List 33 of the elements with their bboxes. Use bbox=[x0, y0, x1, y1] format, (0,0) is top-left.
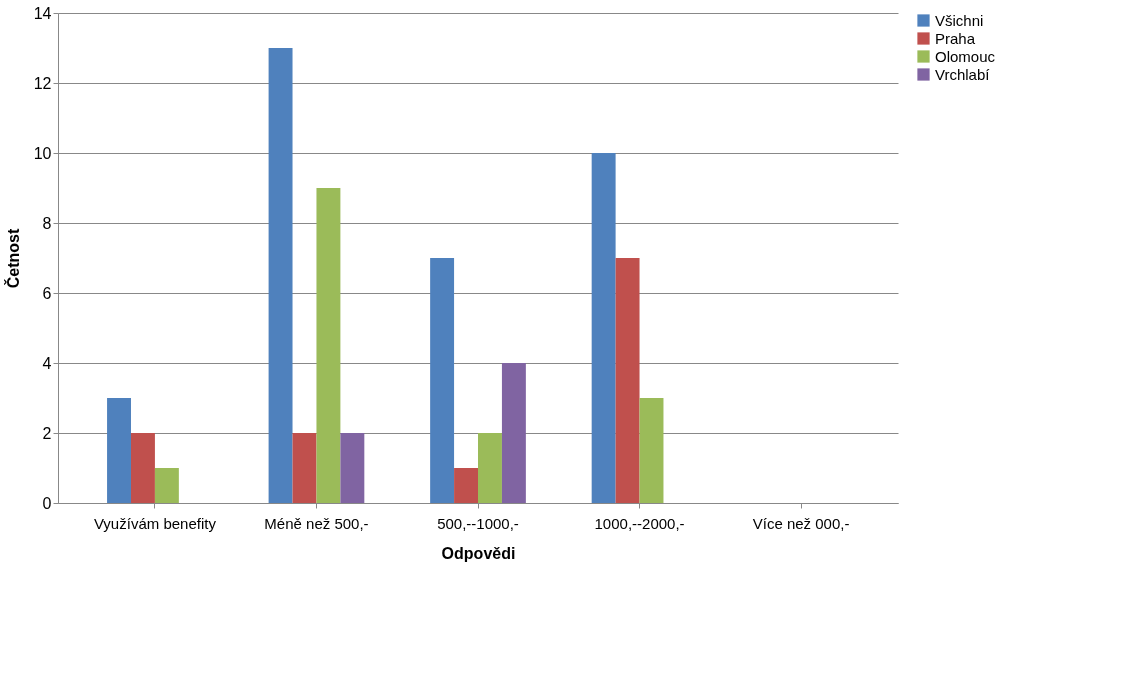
legend-label: Všichni bbox=[935, 11, 984, 29]
x-tick-label: 1000,--2000,- bbox=[594, 514, 685, 532]
bar bbox=[615, 258, 640, 503]
y-axis-title: Četnost bbox=[3, 228, 22, 289]
bar bbox=[316, 188, 341, 503]
y-tick-label: 0 bbox=[42, 494, 52, 512]
bar bbox=[454, 468, 478, 503]
x-tick-label: Méně než 500,- bbox=[264, 514, 369, 532]
x-tick-label: Více než 000,- bbox=[752, 514, 850, 532]
bar bbox=[430, 258, 455, 503]
legend-label: Olomouc bbox=[935, 47, 996, 65]
x-tick-label: Využívám benefity bbox=[93, 514, 217, 532]
bar bbox=[268, 48, 293, 503]
y-tick-label: 14 bbox=[33, 4, 52, 22]
bar bbox=[107, 398, 131, 503]
bar bbox=[639, 398, 664, 503]
bar bbox=[340, 433, 365, 503]
bar bbox=[154, 468, 179, 503]
bar bbox=[501, 363, 526, 503]
y-tick-label: 8 bbox=[42, 214, 52, 232]
bar bbox=[478, 433, 502, 503]
x-axis-title: Odpovědi bbox=[441, 544, 516, 562]
y-tick-label: 6 bbox=[42, 284, 52, 302]
x-tick-label: 500,--1000,- bbox=[437, 514, 519, 532]
bar bbox=[130, 433, 155, 503]
y-tick-label: 4 bbox=[42, 354, 52, 372]
bar bbox=[591, 153, 616, 503]
y-tick-label: 2 bbox=[42, 424, 52, 442]
bar bbox=[292, 433, 317, 503]
legend-label: Praha bbox=[935, 29, 976, 47]
y-tick-label: 12 bbox=[33, 74, 52, 92]
legend-label: Vrchlabí bbox=[935, 65, 991, 83]
y-tick-label: 10 bbox=[33, 144, 52, 162]
